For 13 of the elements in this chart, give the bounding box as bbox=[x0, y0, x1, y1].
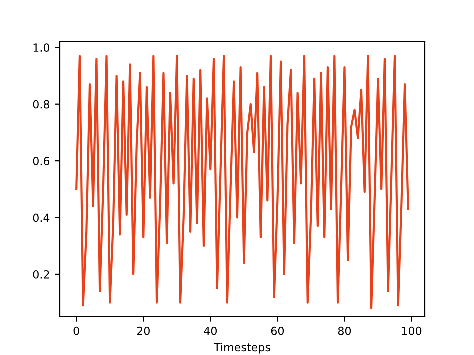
x-tick-label: 40 bbox=[204, 326, 217, 336]
y-tick-label: 0.4 bbox=[33, 214, 50, 222]
x-tick-label: 20 bbox=[137, 326, 150, 336]
x-tick-label: 100 bbox=[402, 326, 422, 336]
y-tick-label: 0.8 bbox=[33, 100, 50, 109]
x-tick-label: 0 bbox=[74, 326, 80, 336]
y-tick-label: 0.2 bbox=[33, 270, 50, 279]
line-series bbox=[76, 55, 410, 310]
y-tick-label: 0.6 bbox=[33, 157, 50, 166]
x-tick-label: 60 bbox=[271, 326, 284, 336]
x-tick-label: 80 bbox=[338, 326, 352, 336]
y-tick-label: 1.0 bbox=[34, 44, 50, 52]
x-axis-title: Timesteps bbox=[214, 343, 270, 354]
